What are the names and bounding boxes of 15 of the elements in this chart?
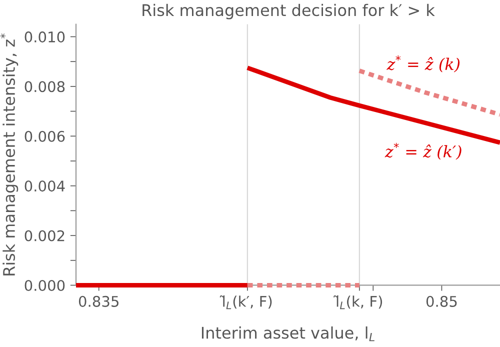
y-axis-title: Risk management intensity, z$^{*}$	[0, 34, 18, 276]
x-tick-label: l̃$_{L}$(k, F)	[334, 295, 382, 310]
x-axis-title: Interim asset value, l$_{L}$	[202, 326, 374, 342]
annotation: z$^{*}$ = ẑ (k′)	[384, 142, 462, 160]
y-tick-label: 0.002	[24, 230, 64, 242]
chart-title: Risk management decision for k′ > k	[142, 4, 435, 20]
y-tick-label: 0.006	[24, 130, 65, 142]
x-tick-label: l̃$_{L}$(k′, F)	[220, 295, 272, 310]
y-tick-label: 0.010	[24, 31, 65, 42]
annotation: z$^{*}$ = ẑ (k)	[386, 55, 460, 72]
y-tick-label: 0.004	[24, 180, 65, 192]
y-tick-label: 0.000	[24, 280, 65, 291]
x-tick-label: 0.85	[426, 296, 457, 307]
x-tick-label: 0.835	[78, 296, 118, 307]
y-tick-label: 0.008	[24, 81, 65, 92]
